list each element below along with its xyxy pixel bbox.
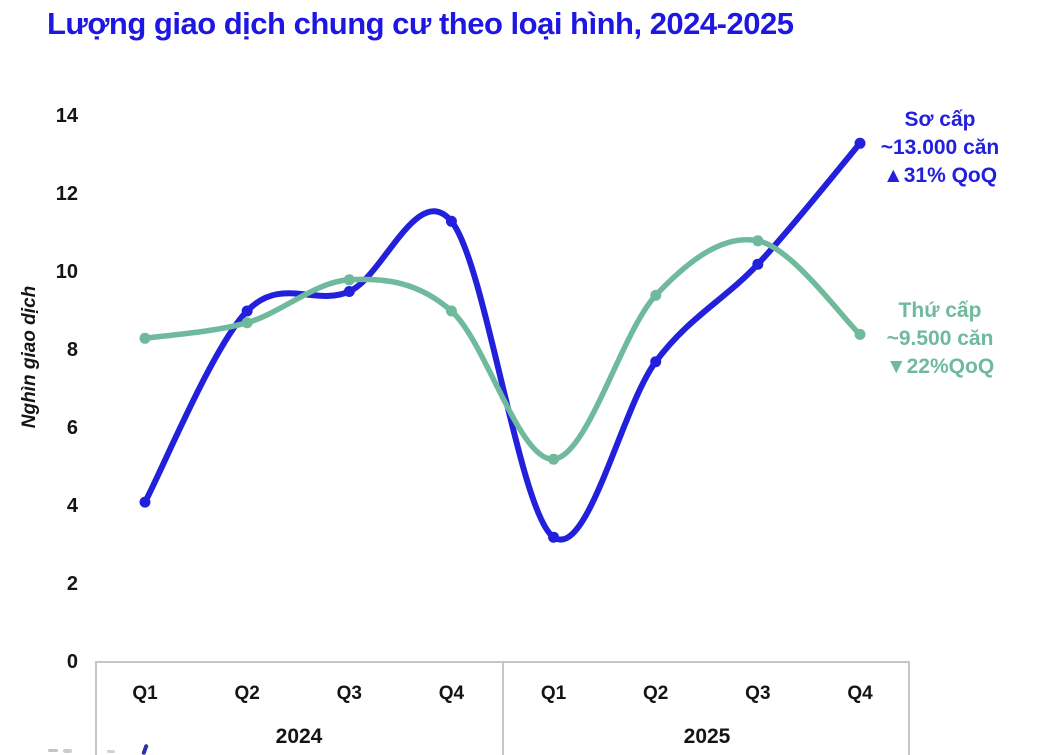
- year-label-2025: 2025: [683, 725, 731, 748]
- annotation-primary-name: Sơ cấp: [904, 108, 976, 131]
- data-point-thu-cap: [752, 235, 764, 247]
- data-point-so-cap: [241, 305, 253, 317]
- chart-title: Lượng giao dịch chung cư theo loại hình,…: [47, 6, 794, 41]
- data-point-thu-cap: [241, 317, 253, 329]
- data-point-thu-cap: [854, 328, 866, 340]
- x-axis-year-divider: [502, 661, 504, 755]
- data-point-so-cap: [650, 356, 662, 368]
- series-line-so-cap: [142, 140, 863, 543]
- data-point-thu-cap: [139, 332, 151, 344]
- cutoff-text-artifact: [63, 749, 72, 753]
- data-point-so-cap: [752, 258, 764, 270]
- data-point-so-cap: [343, 286, 355, 297]
- series-line-thu-cap: [142, 237, 863, 462]
- annotation-primary-series: Sơ cấp ~13.000 căn ▲31% QoQ: [855, 106, 1025, 190]
- data-point-so-cap: [854, 137, 866, 149]
- annotation-secondary-volume: ~9.500 căn: [886, 327, 994, 350]
- data-point-thu-cap: [650, 289, 662, 301]
- data-point-so-cap: [548, 531, 560, 543]
- annotation-primary-volume: ~13.000 căn: [880, 136, 1000, 159]
- cutoff-text-artifact: [107, 750, 115, 753]
- data-point-so-cap: [445, 215, 457, 227]
- year-label-2024: 2024: [275, 725, 323, 748]
- cutoff-text-artifact: [48, 749, 58, 752]
- annotation-secondary-name: Thứ cấp: [898, 299, 982, 322]
- data-point-thu-cap: [343, 274, 355, 286]
- data-point-thu-cap: [548, 453, 560, 465]
- annotation-secondary-qoq: ▼22%QoQ: [885, 355, 995, 378]
- annotation-secondary-series: Thứ cấp ~9.500 căn ▼22%QoQ: [855, 297, 1025, 381]
- data-point-so-cap: [139, 496, 151, 508]
- data-point-thu-cap: [445, 305, 457, 317]
- annotation-primary-qoq: ▲31% QoQ: [882, 164, 998, 187]
